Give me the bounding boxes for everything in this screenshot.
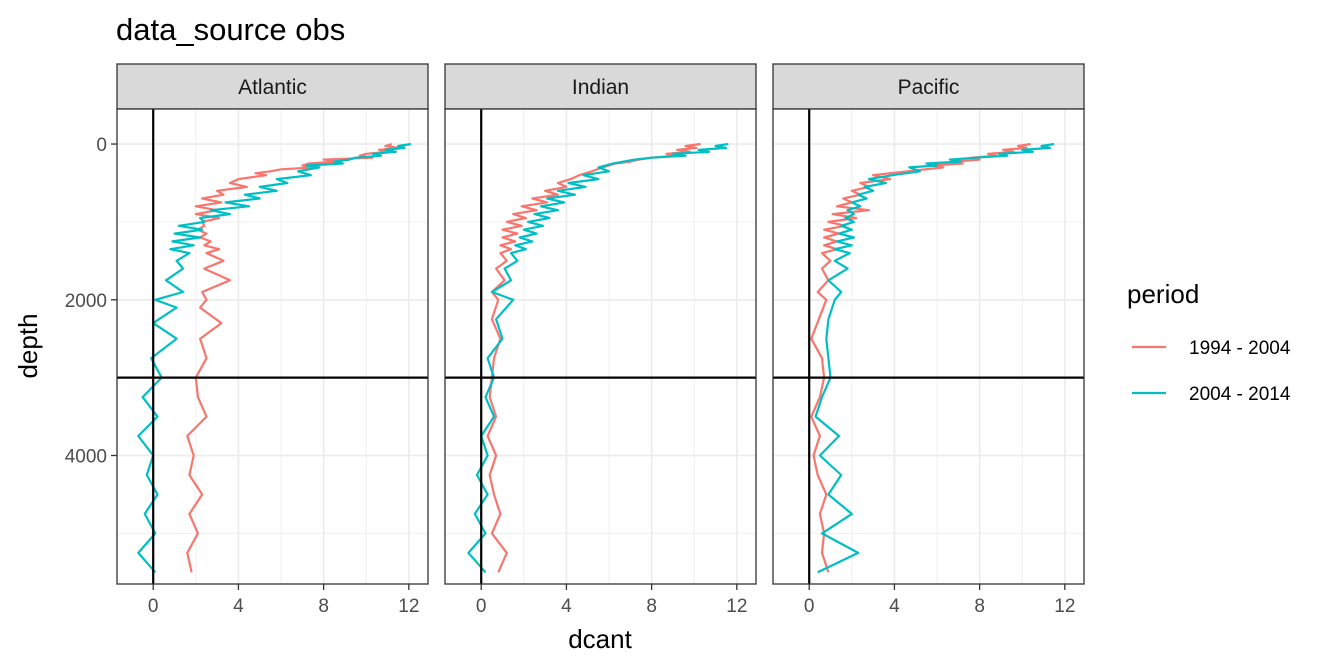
- y-axis-title: depth: [13, 313, 43, 378]
- strip-label: Indian: [572, 76, 629, 99]
- x-tick-label: 0: [148, 596, 159, 617]
- facet-panels: Atlantic 0 4 8 12 Indian 0 4 8 12 Pacific 0 4 8 12 0 200…: [65, 63, 1085, 617]
- x-tick-label: 0: [476, 596, 487, 617]
- x-tick-label: 4: [233, 596, 244, 617]
- legend-entry-label: 1994 - 2004: [1189, 338, 1291, 359]
- y-tick-label: 0: [96, 135, 107, 156]
- legend: period 1994 - 2004 2004 - 2014: [1127, 279, 1291, 405]
- legend-entry-label: 2004 - 2014: [1189, 384, 1291, 405]
- panel-border: [772, 108, 1085, 585]
- legend-keys: 1994 - 2004 2004 - 2014: [1132, 338, 1291, 405]
- strip-label: Atlantic: [238, 76, 307, 99]
- x-tick-label: 0: [804, 596, 815, 617]
- x-tick-label: 12: [398, 596, 419, 617]
- strip-label: Pacific: [898, 76, 960, 99]
- panel-border: [444, 108, 757, 585]
- y-axis: 0 2000 4000: [65, 135, 117, 468]
- strip-background: [772, 63, 1085, 110]
- series-line-2004-2014: [814, 142, 1055, 574]
- facet-panel-indian: Indian 0 4 8 12: [444, 63, 757, 617]
- x-tick-label: 8: [646, 596, 657, 617]
- panel-border: [116, 108, 429, 585]
- facet-panel-atlantic: Atlantic 0 4 8 12: [116, 63, 429, 617]
- y-tick-label: 4000: [65, 447, 107, 468]
- facet-panel-pacific: Pacific 0 4 8 12: [772, 63, 1085, 617]
- strip-background: [116, 63, 429, 110]
- chart-title: data_source obs: [116, 12, 345, 47]
- x-tick-label: 4: [889, 596, 900, 617]
- strip-background: [444, 63, 757, 110]
- series-line-2004-2014: [467, 142, 729, 574]
- series-line-2004-2014: [137, 142, 412, 574]
- series-line-1994-2004: [810, 142, 1031, 573]
- x-tick-label: 8: [974, 596, 985, 617]
- x-tick-label: 12: [1054, 596, 1075, 617]
- x-tick-label: 8: [318, 596, 329, 617]
- y-tick-label: 2000: [65, 291, 107, 312]
- x-tick-label: 12: [726, 596, 747, 617]
- legend-title: period: [1127, 279, 1199, 309]
- panel-background: [117, 109, 428, 584]
- panel-background: [773, 109, 1084, 584]
- x-tick-label: 4: [561, 596, 572, 617]
- x-axis-title: dcant: [568, 624, 632, 654]
- panel-background: [445, 109, 756, 584]
